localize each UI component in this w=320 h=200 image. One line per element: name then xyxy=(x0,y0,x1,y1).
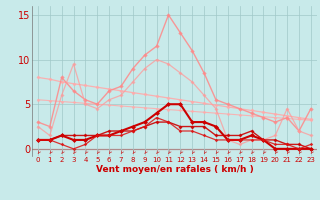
X-axis label: Vent moyen/en rafales ( km/h ): Vent moyen/en rafales ( km/h ) xyxy=(96,165,253,174)
